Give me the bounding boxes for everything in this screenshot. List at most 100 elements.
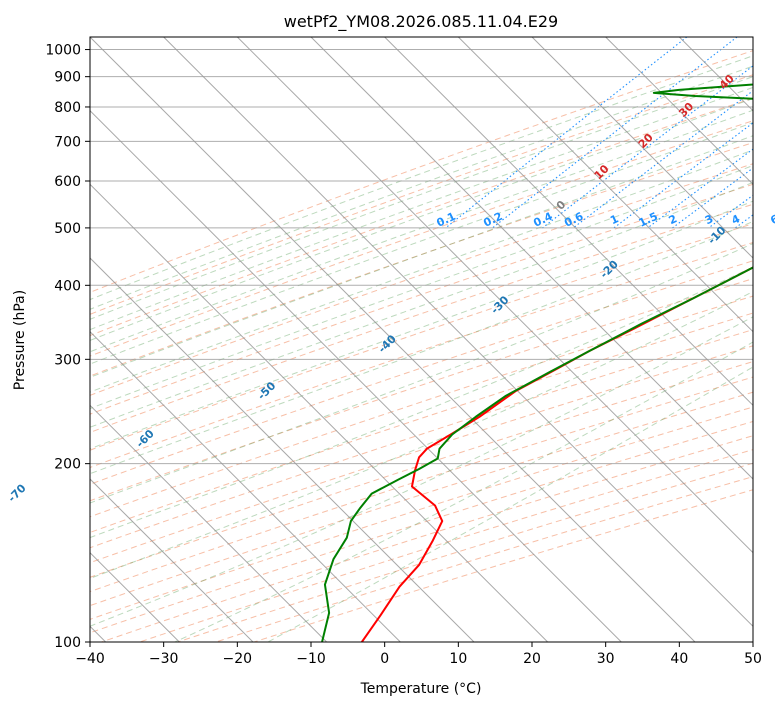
isotherm-line xyxy=(90,257,475,642)
x-tick-label: −10 xyxy=(296,651,326,667)
moist-adiabat-line xyxy=(90,164,753,410)
isobars xyxy=(90,49,753,642)
y-tick-label: 800 xyxy=(54,100,81,116)
isotherm-line xyxy=(384,37,753,407)
mixing-ratio-label: 0.4 xyxy=(531,210,554,230)
moist-adiabat-line xyxy=(90,181,753,428)
x-tick-label: 40 xyxy=(670,651,688,667)
moist-adiabat-line xyxy=(90,316,753,627)
dry-adiabat-line xyxy=(90,223,753,451)
moist-adiabat-line xyxy=(90,242,753,504)
isotherm-line xyxy=(236,37,753,554)
profile-series xyxy=(321,83,753,642)
mixing-ratio-label: 1 xyxy=(608,212,620,227)
moist-adiabat-line xyxy=(90,266,753,539)
moist-adiabat-label: 30 xyxy=(676,100,696,120)
dry-adiabat-line xyxy=(90,74,753,315)
dry-adiabat-line xyxy=(90,260,753,485)
y-tick-label: 500 xyxy=(54,221,81,237)
x-tick-label: 0 xyxy=(380,651,389,667)
x-tick-label: 10 xyxy=(449,651,467,667)
x-axis-ticks: −40 −30 −20 −10 0 10 20 30 40 50 xyxy=(75,642,762,667)
isotherm-line xyxy=(90,37,696,642)
mixing-ratio-lines xyxy=(445,37,753,229)
moist-adiabat-line xyxy=(90,76,753,320)
temperature-profile-line xyxy=(361,266,753,642)
dry-adiabat-line xyxy=(90,50,753,293)
x-tick-label: −30 xyxy=(149,651,179,667)
mixing-ratio-line xyxy=(492,37,738,229)
dry-adiabats xyxy=(90,50,753,642)
mixing-ratio-label: 6 xyxy=(768,212,775,227)
isotherm-line xyxy=(90,109,622,642)
plot-frame xyxy=(89,36,754,643)
mixing-ratio-label: 0.6 xyxy=(562,210,585,230)
moist-adiabat-label: 0 xyxy=(554,198,569,213)
dry-adiabat-line xyxy=(90,361,753,578)
isotherm-line xyxy=(90,478,254,642)
mixing-ratio-label: 0.1 xyxy=(435,210,458,230)
y-tick-label: 700 xyxy=(54,134,81,150)
y-tick-label: 1000 xyxy=(45,43,81,59)
mixing-ratio-line xyxy=(572,90,753,229)
isotherm-line xyxy=(90,183,549,642)
y-tick-label: 200 xyxy=(54,457,81,473)
plot-area xyxy=(90,37,753,642)
moist-adiabat-line xyxy=(174,341,753,642)
isotherm-line xyxy=(457,37,753,333)
x-tick-label: −20 xyxy=(223,651,253,667)
mixing-ratio-line xyxy=(542,65,753,229)
mixing-ratio-label: 3 xyxy=(703,212,715,227)
dry-adiabat-line xyxy=(101,435,753,642)
moist-adiabat-line xyxy=(267,366,753,642)
moist-adiabat-label: 40 xyxy=(717,72,737,92)
dry-adiabat-line xyxy=(90,329,753,549)
y-tick-label: 600 xyxy=(54,174,81,190)
dry-adiabat-line xyxy=(90,391,753,607)
isotherm-line xyxy=(752,37,753,38)
x-tick-label: 20 xyxy=(523,651,541,667)
isotherm-label: -70 xyxy=(5,481,28,504)
dry-adiabat-line xyxy=(90,183,753,415)
isotherm-label: -50 xyxy=(255,379,278,402)
dry-adiabat-line xyxy=(90,312,753,533)
x-tick-label: 50 xyxy=(744,651,762,667)
y-tick-label: 900 xyxy=(54,70,81,86)
y-tick-label: 100 xyxy=(54,635,81,651)
chart-title: wetPf2_YM08.2026.085.11.04.E29 xyxy=(284,12,558,32)
moist-adiabat-line xyxy=(90,86,753,331)
isotherm-line xyxy=(90,404,328,642)
dry-adiabat-line xyxy=(90,163,753,396)
dry-adiabat-line xyxy=(90,278,753,502)
dry-adiabat-line xyxy=(90,142,753,377)
mixing-ratio-line xyxy=(445,37,688,229)
y-tick-label: 400 xyxy=(54,278,81,294)
moist-adiabat-line xyxy=(90,55,753,301)
x-axis-label: Temperature (°C) xyxy=(360,681,482,697)
x-tick-label: −40 xyxy=(75,651,105,667)
isotherm-line xyxy=(678,37,753,112)
x-tick-label: 30 xyxy=(597,651,615,667)
mixing-ratio-label: 4 xyxy=(730,212,743,227)
dewpoint-profile-line xyxy=(321,83,753,642)
isotherm-line xyxy=(90,330,401,642)
isotherm-line xyxy=(531,37,753,259)
dry-adiabat-line xyxy=(215,476,753,642)
dry-adiabat-line xyxy=(177,462,753,642)
moist-adiabat-label: 20 xyxy=(636,131,656,151)
dry-adiabat-line xyxy=(90,97,753,337)
moist-adiabat-line xyxy=(90,98,753,341)
isotherm-label: -40 xyxy=(376,332,399,355)
mixing-ratio-label: 2 xyxy=(667,212,679,227)
mixing-ratio-label: 1.5 xyxy=(637,210,660,230)
moist-adiabats xyxy=(90,55,753,642)
mixing-ratio-line xyxy=(672,167,753,229)
isotherm-line xyxy=(605,37,753,186)
y-axis-ticks: 100 200 300 400 500 600 700 800 900 1000 xyxy=(45,43,90,651)
y-tick-label: 300 xyxy=(54,352,81,368)
dry-adiabat-line xyxy=(90,120,753,357)
isotherm-label: -30 xyxy=(488,293,511,316)
isotherm-label: -60 xyxy=(134,427,157,450)
isotherms xyxy=(90,37,753,642)
